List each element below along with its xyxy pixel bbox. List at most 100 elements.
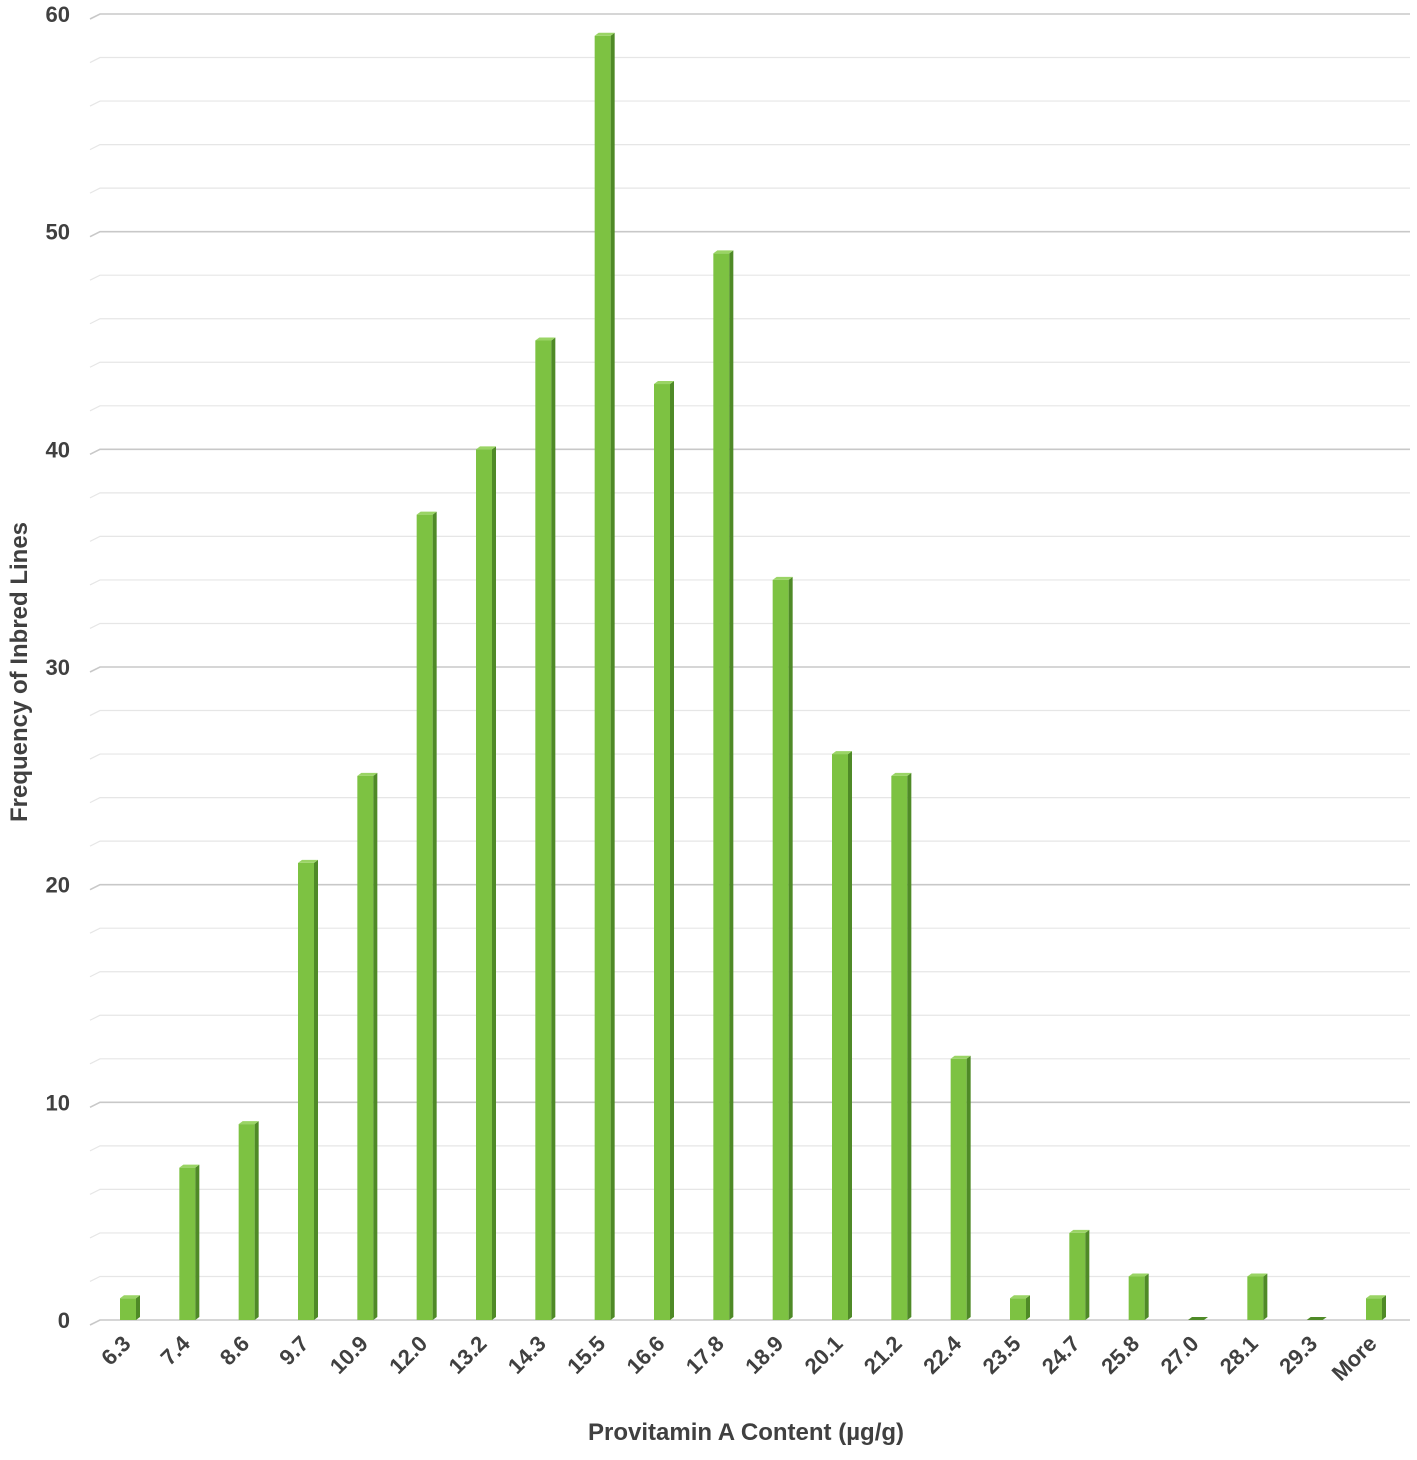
bar-side bbox=[1263, 1273, 1268, 1320]
bar-front bbox=[476, 449, 492, 1320]
bar-side bbox=[1382, 1295, 1386, 1320]
x-tick-label: 7.4 bbox=[156, 1330, 196, 1370]
bar bbox=[179, 1164, 200, 1320]
bar-side bbox=[966, 1055, 971, 1320]
x-axis-title: Provitamin A Content (µg/g) bbox=[588, 1419, 904, 1446]
bars bbox=[120, 32, 1386, 1321]
bar-front bbox=[713, 253, 730, 1320]
minor-gridline bbox=[89, 144, 1410, 151]
bar-front bbox=[654, 384, 670, 1320]
bar bbox=[1306, 1317, 1327, 1320]
bar bbox=[713, 250, 734, 1320]
x-tick-label: 29.3 bbox=[1274, 1331, 1322, 1379]
x-tick-label: 13.2 bbox=[444, 1331, 492, 1379]
minor-gridline bbox=[89, 796, 1410, 804]
minor-gridline bbox=[89, 100, 1410, 107]
bar-side bbox=[432, 511, 437, 1321]
bar-front bbox=[357, 775, 374, 1320]
y-tick-label: 60 bbox=[46, 2, 70, 27]
minor-gridline bbox=[89, 709, 1410, 717]
minor-gridline bbox=[89, 187, 1410, 194]
bar-side bbox=[551, 337, 556, 1320]
bar-zero bbox=[1306, 1317, 1327, 1320]
bar-side bbox=[314, 859, 318, 1320]
bar-side bbox=[1026, 1295, 1030, 1320]
bar-side bbox=[788, 576, 793, 1320]
major-gridline bbox=[89, 448, 1410, 456]
x-axis-ticks: 6.3 7.4 8.6 9.7 10.9 12.0 13.2 14.3 15.5 16.6 17.8… bbox=[96, 1330, 1381, 1385]
bar bbox=[357, 772, 378, 1320]
bar bbox=[120, 1295, 140, 1320]
bar-top bbox=[357, 772, 378, 776]
major-gridline bbox=[89, 883, 1410, 891]
bar-front bbox=[120, 1298, 136, 1320]
x-tick-label: 22.4 bbox=[918, 1330, 966, 1378]
bar-top bbox=[416, 511, 437, 515]
bar-front bbox=[832, 754, 848, 1320]
major-gridline bbox=[89, 1101, 1410, 1109]
bar-front bbox=[1069, 1232, 1086, 1320]
minor-gridline bbox=[89, 1275, 1410, 1283]
x-tick-label: 15.5 bbox=[562, 1331, 610, 1379]
bar bbox=[832, 751, 852, 1320]
x-tick-label: 27.0 bbox=[1156, 1331, 1204, 1379]
bar-top bbox=[1128, 1273, 1149, 1277]
bar bbox=[535, 337, 556, 1320]
bar-front bbox=[950, 1058, 967, 1320]
bar-front bbox=[238, 1124, 255, 1320]
bar-side bbox=[907, 772, 912, 1320]
x-tick-label: 24.7 bbox=[1037, 1331, 1085, 1379]
bar-top bbox=[832, 751, 852, 755]
bar bbox=[891, 772, 912, 1320]
minor-gridline bbox=[89, 1014, 1410, 1021]
bar bbox=[476, 446, 496, 1320]
bar-side bbox=[492, 446, 496, 1320]
bar-side bbox=[195, 1164, 200, 1320]
x-tick-label: 18.9 bbox=[740, 1331, 788, 1379]
bar-top bbox=[594, 32, 615, 36]
minor-gridline bbox=[89, 405, 1410, 412]
x-tick-label: 10.9 bbox=[325, 1331, 373, 1379]
major-gridline bbox=[89, 1319, 1410, 1326]
x-tick-label: 23.5 bbox=[978, 1331, 1026, 1379]
minor-gridline bbox=[89, 274, 1410, 281]
x-tick-label: 25.8 bbox=[1096, 1331, 1144, 1379]
bar-top bbox=[891, 772, 912, 776]
minor-gridline bbox=[89, 927, 1410, 934]
bar bbox=[238, 1121, 259, 1320]
bar-top bbox=[654, 381, 674, 385]
bar-top bbox=[238, 1121, 259, 1125]
x-tick-label: 8.6 bbox=[215, 1331, 254, 1370]
major-gridline bbox=[89, 666, 1410, 673]
bar bbox=[1247, 1273, 1268, 1320]
bar-zero bbox=[1188, 1317, 1208, 1320]
y-tick-label: 50 bbox=[46, 220, 70, 245]
bar-top bbox=[179, 1164, 200, 1168]
bar-side bbox=[610, 32, 615, 1320]
bar-front bbox=[298, 862, 314, 1320]
x-tick-label: 6.3 bbox=[96, 1331, 135, 1370]
bar-side bbox=[848, 751, 852, 1320]
y-axis-title: Frequency of Inbred Lines bbox=[6, 522, 33, 822]
minor-gridline bbox=[89, 753, 1410, 760]
x-tick-label: 28.1 bbox=[1215, 1331, 1263, 1379]
x-tick-label: 21.2 bbox=[859, 1331, 907, 1379]
minor-gridline bbox=[89, 1188, 1410, 1195]
bar bbox=[1128, 1273, 1149, 1320]
minor-gridline bbox=[89, 361, 1410, 368]
minor-gridline bbox=[89, 492, 1410, 499]
bar-side bbox=[729, 250, 734, 1320]
bar bbox=[594, 32, 615, 1320]
bar-front bbox=[535, 340, 552, 1320]
bar-top bbox=[476, 446, 496, 450]
bar-front bbox=[594, 35, 611, 1320]
x-tick-label: 14.3 bbox=[503, 1331, 551, 1379]
y-tick-label: 20 bbox=[46, 873, 70, 898]
minor-gridline bbox=[89, 579, 1410, 586]
x-tick-label: 16.6 bbox=[622, 1331, 670, 1379]
bar-side bbox=[670, 381, 674, 1320]
bar bbox=[1366, 1295, 1386, 1320]
x-tick-label: More bbox=[1327, 1331, 1382, 1386]
x-tick-label: 20.1 bbox=[800, 1331, 848, 1379]
